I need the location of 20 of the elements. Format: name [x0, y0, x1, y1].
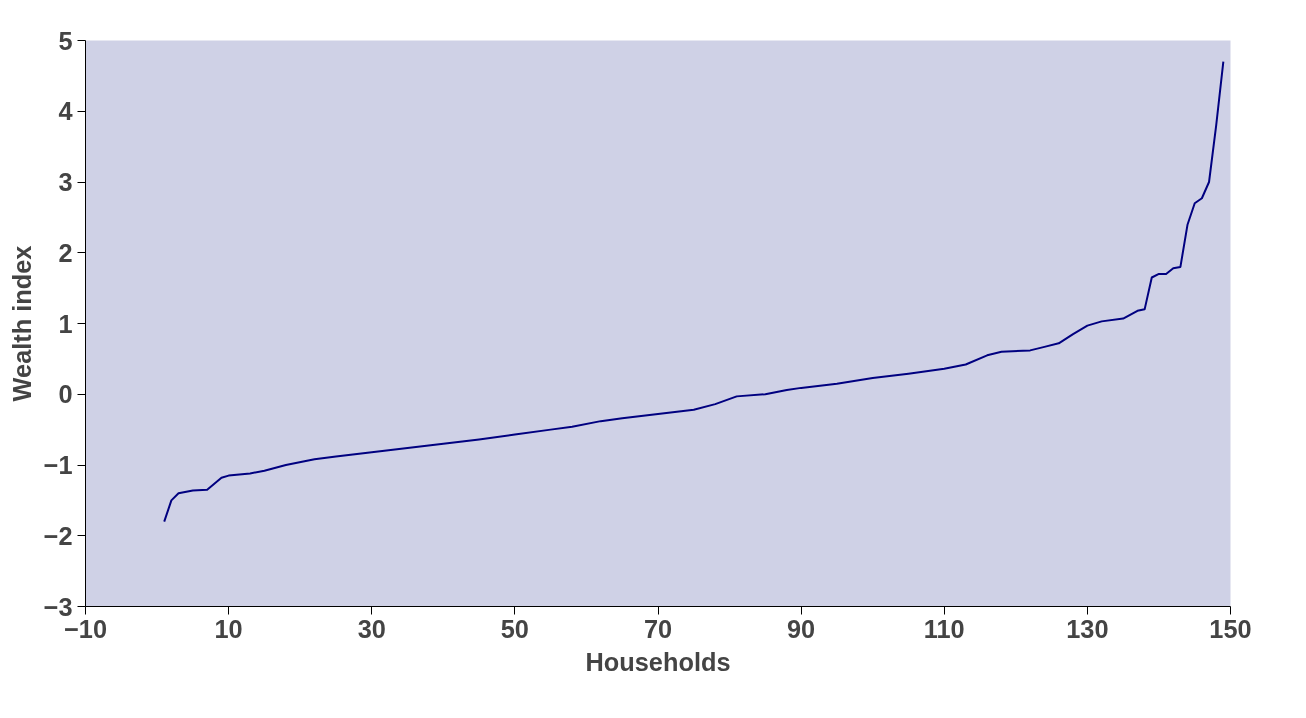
- y-tick-label: 1: [58, 309, 73, 338]
- x-tick-label: 50: [500, 614, 529, 643]
- y-tick-label: −2: [43, 521, 73, 550]
- x-tick-label: 90: [787, 614, 816, 643]
- y-tick-label: 3: [58, 168, 73, 196]
- x-axis-title: Households: [585, 647, 731, 676]
- y-tick-label: 0: [58, 380, 73, 409]
- x-tick-label: 30: [357, 614, 386, 643]
- y-tick-label: 4: [58, 97, 73, 126]
- x-tick-label: 70: [643, 614, 673, 643]
- line-series: [163, 60, 1225, 523]
- x-tick-label: 10: [214, 614, 243, 643]
- y-axis-title: Wealth index: [7, 245, 36, 402]
- y-tick-label: −3: [43, 592, 73, 621]
- y-tick-label: 2: [58, 238, 73, 267]
- x-tick-label: 150: [1209, 614, 1252, 643]
- x-tick-label: 130: [1066, 614, 1109, 643]
- x-tick-label: 110: [923, 614, 965, 643]
- y-tick-label: −1: [43, 451, 73, 479]
- y-tick-label: 5: [58, 26, 73, 55]
